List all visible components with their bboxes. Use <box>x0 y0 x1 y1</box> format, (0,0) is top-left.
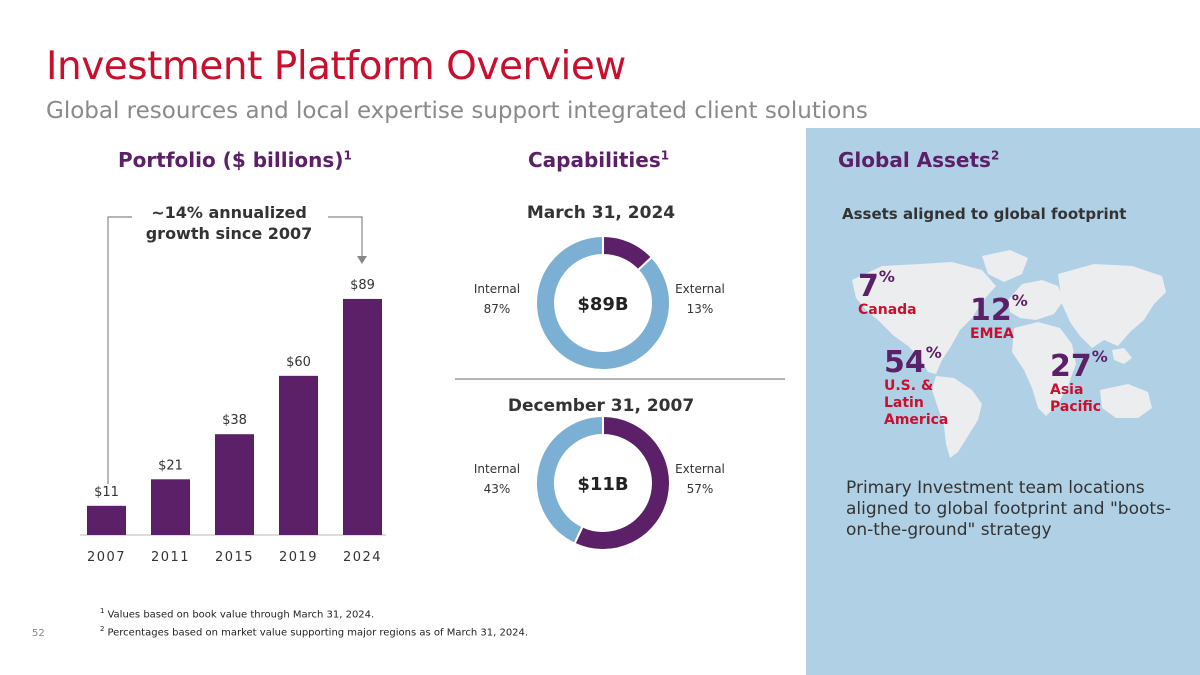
global-assets-heading: Global Assets2 <box>838 148 999 172</box>
donut-2024-slice-internal <box>535 235 671 371</box>
region-emea: 12% EMEA <box>970 286 1028 343</box>
page-title: Investment Platform Overview <box>46 44 626 89</box>
donut-chart-2007: $11B Internal 43% External 57% <box>474 415 725 551</box>
growth-bracket-right <box>328 216 363 258</box>
footnote-1-marker: 1 <box>100 607 105 615</box>
footnotes: 1 Values based on book value through Marc… <box>100 604 528 641</box>
x-tick-2011: 2011 <box>151 550 190 565</box>
page-subtitle: Global resources and local expertise sup… <box>46 98 868 124</box>
global-assets-heading-footnote: 2 <box>990 148 1000 163</box>
bar-2011 <box>151 479 190 535</box>
donut-2007-internal-pct: 43% <box>484 482 511 496</box>
donut-2024-external-pct: 13% <box>687 302 714 316</box>
global-assets-subtitle: Assets aligned to global footprint <box>842 205 1127 223</box>
region-name: U.S. & <box>884 378 934 394</box>
region-pct-sign: % <box>878 267 895 286</box>
region-name: Asia <box>1050 382 1084 398</box>
portfolio-bar-chart: $11 2007 $21 2011 $38 2015 $60 2019 $89 2024 <box>80 216 386 565</box>
page-number: 52 <box>32 628 45 639</box>
region-asia-pacific: 27% Asia Pacific <box>1050 342 1108 416</box>
region-pct: 7% <box>858 267 895 304</box>
capabilities-heading-label: Capabilities <box>528 148 661 172</box>
donut-2024-external-name: External <box>675 282 725 296</box>
x-tick-2007: 2007 <box>87 550 126 565</box>
map-australia <box>1100 384 1152 418</box>
region-name: America <box>884 412 949 428</box>
x-tick-2019: 2019 <box>279 550 318 565</box>
investment-team-note: Primary Investment team locations aligne… <box>846 478 1172 540</box>
region-name: Canada <box>858 302 917 318</box>
donut-2007-external-pct: 57% <box>687 482 714 496</box>
growth-annotation-line2: growth since 2007 <box>145 224 313 243</box>
region-pct-sign: % <box>925 343 942 362</box>
donut-2024-internal-name: Internal <box>474 282 520 296</box>
map-north-america <box>852 262 996 374</box>
world-map <box>852 250 1166 458</box>
footnote-1: 1 Values based on book value through Marc… <box>100 604 528 622</box>
portfolio-heading-footnote: 1 <box>343 148 352 163</box>
region-pct: 12% <box>970 291 1028 328</box>
map-southeast-asia <box>1112 348 1132 364</box>
donut-2007-title: December 31, 2007 <box>507 396 695 416</box>
footnote-2-marker: 2 <box>100 625 105 634</box>
donut-2007-external-name: External <box>675 462 725 476</box>
donut-2024-title: March 31, 2024 <box>526 203 676 223</box>
bar-2024 <box>343 298 382 535</box>
bar-value-label-2019: $60 <box>286 355 311 370</box>
bar-value-label-2011: $21 <box>158 458 183 473</box>
region-pct: 54% <box>884 343 942 380</box>
global-assets-heading-label: Global Assets <box>838 148 991 172</box>
region-name: EMEA <box>970 326 1014 342</box>
bar-value-label-2015: $38 <box>222 413 247 428</box>
region-pct: 27% <box>1050 347 1108 384</box>
growth-bracket-arrowhead <box>357 256 367 264</box>
growth-annotation-line1: ~14% annualized <box>151 203 307 222</box>
region-pct-sign: % <box>1011 291 1028 310</box>
region-pct-sign: % <box>1091 347 1108 366</box>
capabilities-heading: Capabilities1 <box>528 148 669 172</box>
donut-2007-center-label: $11B <box>577 474 628 495</box>
growth-annotation: ~14% annualized growth since 2007 <box>138 202 320 244</box>
bar-2007 <box>87 505 126 535</box>
footnote-1-text: Values based on book value through March… <box>107 609 375 621</box>
portfolio-heading-label: Portfolio ($ billions) <box>118 148 344 172</box>
region-us-latin-america: 54% U.S. & Latin America <box>884 338 948 429</box>
donut-2024-internal-pct: 87% <box>484 302 511 316</box>
donut-2007-slice-external <box>573 415 671 551</box>
x-tick-2024: 2024 <box>343 550 382 565</box>
bar-2019 <box>279 375 318 535</box>
growth-bracket-left <box>107 216 132 484</box>
map-greenland <box>982 250 1028 282</box>
portfolio-heading: Portfolio ($ billions)1 <box>118 148 352 172</box>
x-tick-2015: 2015 <box>215 550 254 565</box>
region-name: Pacific <box>1050 399 1102 415</box>
donut-chart-2024: $89B Internal 87% External 13% <box>474 235 725 371</box>
bar-value-label-2024: $89 <box>350 278 375 293</box>
map-africa <box>1012 322 1076 416</box>
region-canada: 7% Canada <box>858 262 917 319</box>
donut-2024-center-label: $89B <box>577 294 628 315</box>
capabilities-heading-footnote: 1 <box>660 148 670 163</box>
map-europe <box>1008 280 1064 320</box>
bar-2015 <box>215 434 254 535</box>
footnote-2: 2 Percentages based on market value suppo… <box>100 622 528 640</box>
capabilities-divider <box>455 378 785 380</box>
region-name: Latin <box>884 395 924 411</box>
footnote-2-text: Percentages based on market value suppor… <box>107 627 529 639</box>
donut-2007-internal-name: Internal <box>474 462 520 476</box>
donut-2007-slice-internal <box>535 415 604 545</box>
map-south-america <box>932 376 982 458</box>
bar-value-label-2007: $11 <box>94 485 119 500</box>
map-asia <box>1058 264 1166 348</box>
